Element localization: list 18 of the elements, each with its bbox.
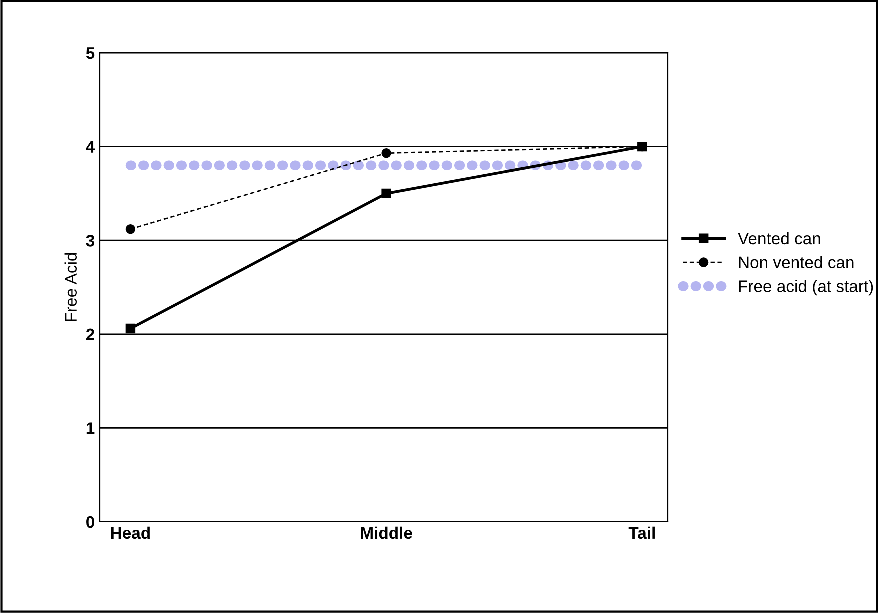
x-tick-label: Middle <box>361 526 412 540</box>
x-tick-label: Tail <box>628 526 655 540</box>
point <box>126 324 136 334</box>
y-tick-label: 0 <box>86 516 94 528</box>
legend-label: Free acid (at start) <box>739 280 874 296</box>
legend-label: Non vented can <box>739 256 854 269</box>
y-tick-label: 4 <box>86 141 96 153</box>
point <box>382 148 392 158</box>
y-tick-label: 5 <box>86 48 95 60</box>
point <box>382 188 392 199</box>
point <box>126 224 136 234</box>
legend-label: Vented can <box>738 232 820 245</box>
x-tick-label: Head <box>111 526 150 540</box>
y-tick-label: 1 <box>86 422 95 434</box>
point <box>638 142 648 152</box>
y-axis-title: Free Acid <box>64 253 78 322</box>
y-tick-label: 2 <box>86 328 94 340</box>
y-tick-label: 3 <box>86 235 95 247</box>
